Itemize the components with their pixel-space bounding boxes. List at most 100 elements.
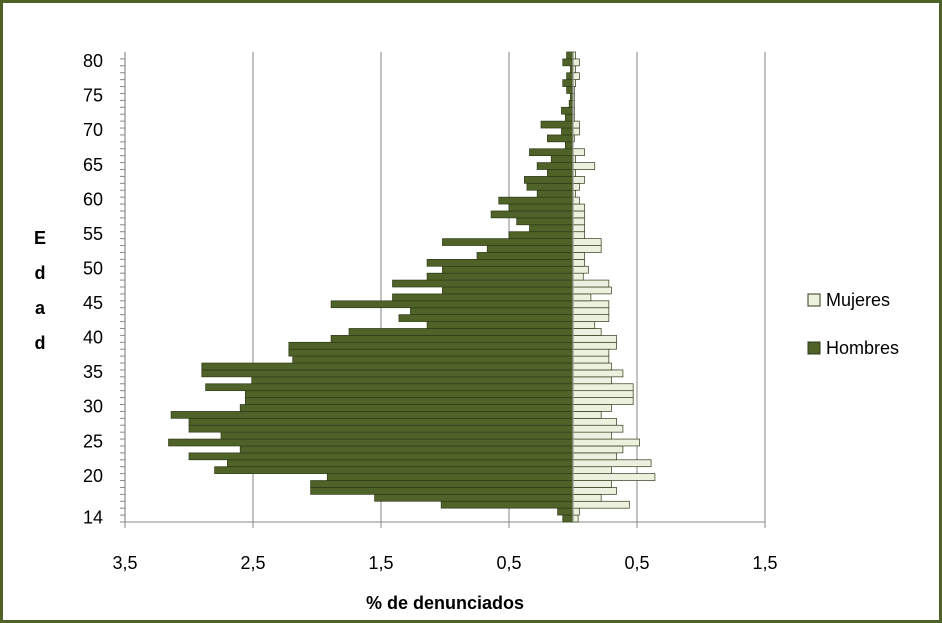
- x-tick-label: 0,5: [624, 553, 649, 573]
- bar: [547, 134, 574, 143]
- bar: [557, 507, 574, 516]
- bar: [572, 328, 602, 336]
- bar: [348, 328, 574, 336]
- x-tick-label: 2,5: [240, 553, 265, 573]
- bar: [572, 307, 610, 315]
- bar: [547, 169, 574, 177]
- bar: [572, 335, 617, 343]
- bar: [251, 376, 574, 385]
- bar: [572, 321, 596, 329]
- bar: [572, 487, 617, 495]
- bar: [572, 259, 585, 267]
- bar: [564, 113, 574, 122]
- y-tick-label: 25: [83, 431, 103, 451]
- bar: [572, 203, 585, 212]
- bar: [330, 300, 574, 309]
- bar: [572, 300, 610, 309]
- bar: [168, 438, 574, 447]
- bar: [572, 176, 585, 184]
- bar: [508, 231, 574, 239]
- bar: [572, 362, 612, 371]
- bar: [572, 390, 634, 398]
- bar: [214, 466, 574, 474]
- bar: [572, 272, 584, 281]
- bar: [572, 466, 612, 474]
- legend-label: Hombres: [826, 338, 899, 358]
- bar: [572, 72, 580, 80]
- bar: [239, 404, 574, 412]
- bar: [540, 120, 574, 129]
- bar: [572, 452, 617, 461]
- bar: [550, 155, 574, 163]
- bar: [292, 355, 574, 364]
- bar: [536, 189, 574, 198]
- bar: [239, 445, 574, 454]
- y-tick-label: 35: [83, 362, 103, 382]
- bar: [326, 473, 574, 481]
- bar: [572, 507, 580, 516]
- legend-swatch: [807, 341, 821, 355]
- y-tick-label: 14: [83, 507, 103, 527]
- bar: [526, 182, 574, 191]
- y-tick-label: 30: [83, 397, 103, 417]
- bar: [572, 120, 580, 129]
- bar: [572, 459, 652, 468]
- legend-swatch: [807, 293, 821, 307]
- bar: [572, 58, 580, 67]
- bar: [572, 514, 579, 523]
- bar: [227, 459, 574, 468]
- bar: [562, 58, 574, 67]
- bar: [442, 265, 574, 274]
- bar: [288, 348, 574, 357]
- bar: [392, 279, 574, 288]
- bar: [572, 480, 612, 488]
- bar: [374, 494, 574, 502]
- bar: [170, 411, 574, 419]
- bar: [572, 473, 656, 481]
- bar: [244, 390, 574, 398]
- y-tick-label: 65: [83, 155, 103, 175]
- bar: [566, 72, 574, 80]
- bar: [562, 79, 574, 87]
- bar: [498, 196, 574, 205]
- bar: [572, 397, 634, 405]
- bar: [572, 279, 610, 288]
- bar: [572, 341, 617, 350]
- bar: [426, 272, 574, 281]
- bar: [410, 307, 574, 315]
- x-axis-title: % de denunciados: [366, 593, 524, 613]
- bar: [426, 259, 574, 267]
- bar: [310, 480, 574, 488]
- y-tick-label: 55: [83, 224, 103, 244]
- x-tick-label: 0,5: [496, 553, 521, 573]
- y-tick-label: 70: [83, 120, 103, 140]
- y-tick-label: 40: [83, 328, 103, 348]
- bar: [572, 196, 580, 205]
- bar: [572, 286, 612, 295]
- bar: [201, 369, 574, 378]
- bar: [508, 203, 574, 212]
- y-axis-title: Edad: [30, 228, 50, 368]
- bar: [572, 494, 602, 502]
- bar: [572, 245, 602, 253]
- y-tick-label: 75: [83, 86, 103, 106]
- bar: [572, 314, 610, 322]
- bar: [572, 445, 624, 454]
- bar: [572, 265, 589, 274]
- y-tick-label: 20: [83, 466, 103, 486]
- bar: [572, 210, 585, 219]
- x-tick-label: 3,5: [112, 553, 137, 573]
- bar: [572, 411, 602, 419]
- bar: [572, 438, 640, 447]
- bar: [330, 335, 574, 343]
- bar: [188, 452, 574, 461]
- bar: [310, 487, 574, 495]
- bar: [529, 148, 574, 157]
- bar: [564, 141, 574, 150]
- bar: [562, 514, 574, 523]
- bar: [572, 417, 617, 426]
- bar: [572, 217, 585, 226]
- bar: [205, 383, 574, 392]
- bar: [572, 424, 624, 433]
